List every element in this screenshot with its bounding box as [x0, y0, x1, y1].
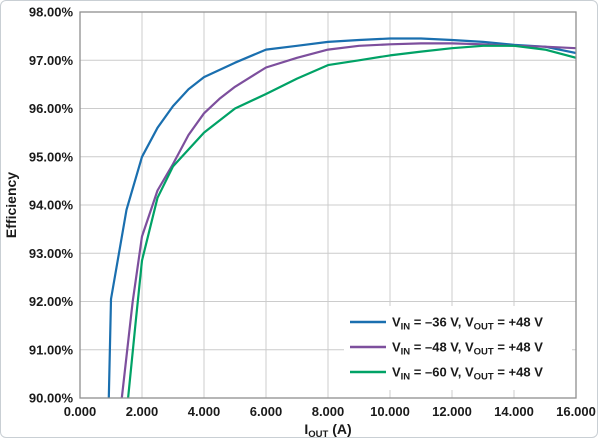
- x-tick-label: 16.000: [556, 404, 596, 419]
- y-tick-label: 93.00%: [29, 246, 74, 261]
- legend-item-0: VIN = –36 V, VOUT = +48 V: [350, 315, 543, 333]
- legend: VIN = –36 V, VOUT = +48 V VIN = –48 V, VO…: [344, 306, 572, 390]
- x-tick-label: 4.000: [188, 404, 221, 419]
- legend-label: VIN = –48 V, VOUT = +48 V: [392, 340, 543, 358]
- y-tick-label: 94.00%: [29, 198, 74, 213]
- legend-item-2: VIN = –60 V, VOUT = +48 V: [350, 365, 543, 383]
- legend-item-1: VIN = –48 V, VOUT = +48 V: [350, 340, 543, 358]
- x-tick-label: 12.000: [432, 404, 472, 419]
- x-tick-label: 6.000: [250, 404, 283, 419]
- legend-label: VIN = –60 V, VOUT = +48 V: [392, 365, 543, 383]
- y-tick-label: 97.00%: [29, 53, 74, 68]
- x-tick-label: 0.000: [64, 404, 97, 419]
- series-line-0: [107, 37, 576, 398]
- y-tick-label: 98.00%: [29, 5, 74, 20]
- plot-border: [79, 11, 577, 399]
- x-tick-label: 14.000: [494, 404, 534, 419]
- x-tick-label: 2.000: [126, 404, 159, 419]
- y-tick-label: 92.00%: [29, 294, 74, 309]
- y-tick-label: 96.00%: [29, 101, 74, 116]
- x-tick-label: 8.000: [312, 404, 345, 419]
- y-tick-label: 91.00%: [29, 342, 74, 357]
- y-axis-title: Efficiency: [3, 172, 19, 238]
- y-tick-label: 90.00%: [29, 391, 74, 406]
- y-tick-label: 95.00%: [29, 149, 74, 164]
- series-line-2: [127, 44, 576, 398]
- series-line-1: [120, 42, 576, 398]
- x-axis-title: IOUT (A): [304, 421, 351, 440]
- legend-label: VIN = –36 V, VOUT = +48 V: [392, 315, 543, 333]
- x-tick-label: 10.000: [370, 404, 410, 419]
